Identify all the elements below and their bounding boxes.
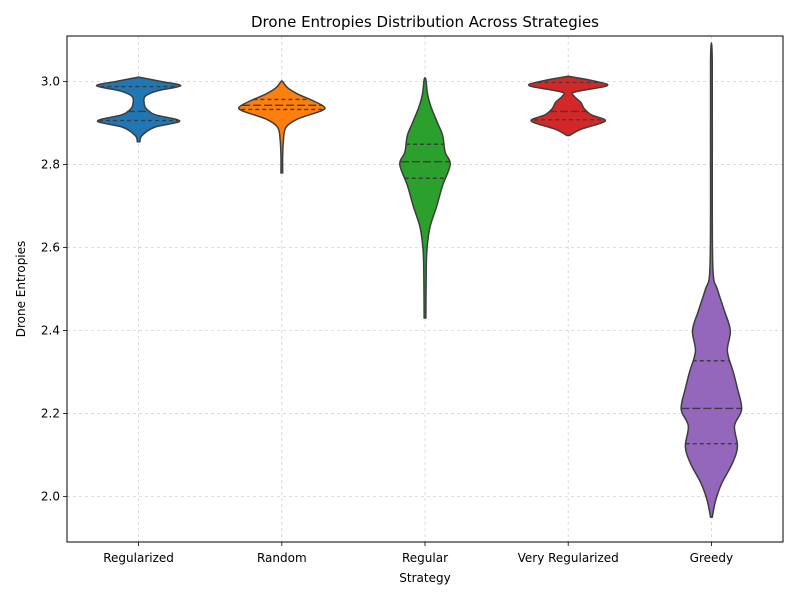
x-axis-label: Strategy [399, 571, 450, 585]
violins [95, 41, 743, 518]
x-tick-label: Regularized [103, 551, 174, 565]
x-axis: Regularized Random Regular Very Regularized… [103, 542, 733, 565]
violin-regularized [95, 76, 182, 143]
x-tick-label: Regular [402, 551, 448, 565]
violin-regular [399, 76, 451, 319]
y-tick-label: 2.8 [41, 158, 60, 172]
y-axis: 2.0 2.2 2.4 2.6 2.8 3.0 [41, 75, 67, 503]
y-tick-label: 2.2 [41, 406, 60, 420]
violin-random [237, 80, 326, 174]
y-axis-label: Drone Entropies [14, 241, 28, 338]
y-tick-label: 2.6 [41, 241, 60, 255]
y-tick-label: 2.4 [41, 323, 60, 337]
x-tick-label: Very Regularized [518, 551, 619, 565]
y-tick-label: 2.0 [41, 489, 60, 503]
violin-greedy [680, 41, 743, 518]
x-tick-label: Random [257, 551, 307, 565]
chart-title: Drone Entropies Distribution Across Stra… [251, 13, 599, 31]
y-tick-label: 3.0 [41, 75, 60, 89]
x-tick-label: Greedy [690, 551, 733, 565]
